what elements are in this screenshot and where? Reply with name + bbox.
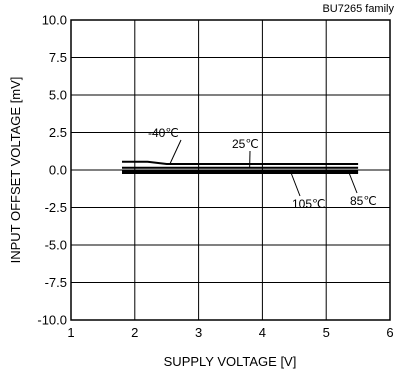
annotation-leader-0	[169, 139, 182, 165]
y-tick-label: -2.5	[45, 200, 67, 215]
x-tick-label: 6	[386, 325, 393, 340]
x-tick-label: 3	[195, 325, 202, 340]
y-tick-label: -7.5	[45, 275, 67, 290]
grid	[71, 20, 390, 320]
x-tick-label: 2	[131, 325, 138, 340]
annotations: -40℃ 25℃ 105℃ 85℃	[148, 126, 377, 211]
y-axis-title: INPUT OFFSET VOLTAGE [mV]	[8, 77, 23, 264]
y-tick-label: 10.0	[42, 13, 67, 28]
y-tick-labels: 10.0 7.5 5.0 2.5 0.0 -2.5 -5.0 -7.5 -10.0	[37, 13, 67, 328]
plot-frame	[70, 19, 391, 321]
x-axis-title: SUPPLY VOLTAGE [V]	[164, 354, 297, 369]
chart-title: BU7265 family	[322, 3, 394, 15]
annotation-label-3: 85℃	[350, 194, 377, 208]
x-tick-label: 1	[67, 325, 74, 340]
annotation-label-1: 25℃	[232, 137, 259, 151]
annotation-label-0: -40℃	[148, 126, 179, 140]
y-tick-label: 5.0	[49, 88, 67, 103]
x-tick-label: 5	[323, 325, 330, 340]
series-line-0	[122, 160, 359, 165]
x-tick-label: 4	[259, 325, 266, 340]
y-tick-label: 2.5	[49, 125, 67, 140]
y-tick-label: -10.0	[37, 313, 67, 328]
x-tick-labels: 1 2 3 4 5 6	[67, 325, 393, 340]
annotation-leader-3	[348, 171, 358, 194]
y-tick-label: -5.0	[45, 238, 67, 253]
y-tick-label: 7.5	[49, 50, 67, 65]
annotation-leader-2	[290, 172, 301, 197]
y-tick-label: 0.0	[49, 163, 67, 178]
annotation-label-2: 105℃	[292, 197, 326, 211]
series-lines	[122, 160, 359, 174]
